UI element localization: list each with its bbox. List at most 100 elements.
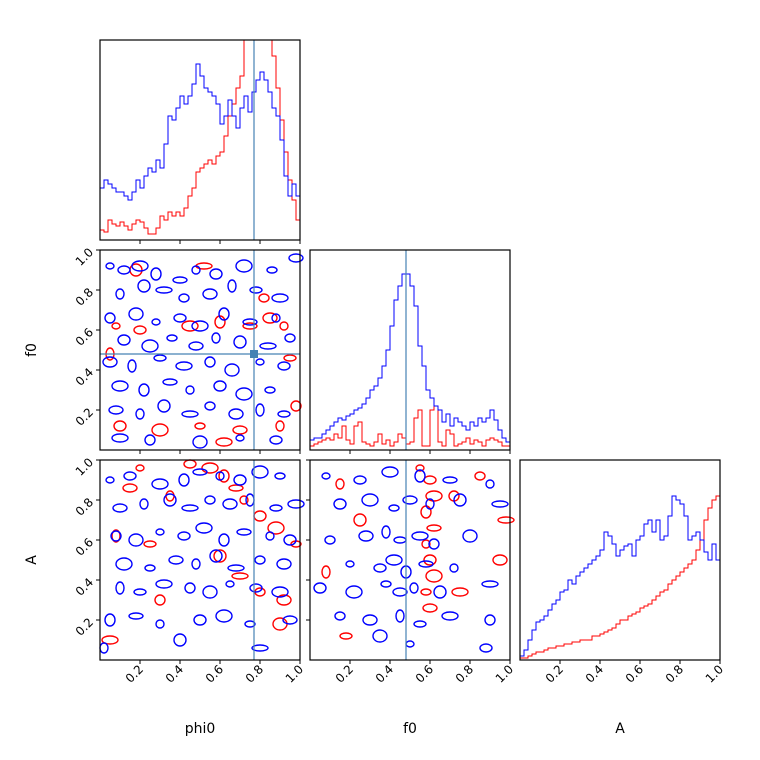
contour-blob [381,466,399,478]
contour-blob [276,594,292,606]
contour-blob [201,462,219,474]
xtick-label: 0.2 [333,662,356,685]
contour-blob [104,312,116,324]
contour-blob [433,585,447,599]
contour-blob [228,408,244,420]
contour-blob [228,484,244,492]
panel-A-vs-f0 [309,459,511,661]
contour-blob [255,403,265,417]
contour-blob [462,529,478,543]
contour-blob [218,307,230,321]
contour-blob [283,534,297,546]
contour-blob [128,307,144,321]
contour-blob [151,423,169,437]
contour-blob [194,422,206,430]
contour-blob [321,472,331,480]
contour-blob [481,580,499,588]
contour-blob [204,401,216,411]
contour-blob [236,528,252,536]
contour-blob [111,322,121,330]
yticks-f0-bot [306,459,310,621]
contour-blob [213,380,227,392]
contour-blob [105,476,115,484]
contour-blob [122,483,138,493]
contour-blob [418,560,434,568]
contour-blob [339,632,353,640]
panel-hist-A [519,459,721,661]
hist-phi0-blue [99,63,301,240]
contour-blob [492,554,508,566]
contour-blob [282,615,298,625]
contour-blob [135,464,145,472]
contour-blob [131,260,149,272]
contour-blob [215,609,233,623]
ylabel-A: A [24,555,40,565]
contour-blob [222,498,238,510]
contours-f0-phi0-blue [102,253,304,449]
contour-blob [425,498,435,510]
contour-blob [425,569,443,583]
contour-blob [409,582,419,594]
contour-blob [479,643,493,653]
contour-blob [192,435,208,449]
xtick-label: 0.8 [663,662,686,685]
contour-blob [362,614,378,626]
ytick-label: 0.6 [73,535,96,558]
contour-blob [287,499,305,509]
contour-blob [235,387,253,401]
contour-blob [209,549,223,563]
xticks-f0-mid [349,450,511,454]
contour-blob [269,504,283,512]
contour-blob [345,585,363,599]
contour-blob [426,524,442,532]
contour-blob [135,408,145,420]
contour-blob [284,333,296,343]
contour-blob [139,498,149,510]
contour-blob [191,320,209,332]
contour-blob [274,472,286,480]
contour-blob [127,359,137,373]
ylabel-f0: f0 [24,343,40,357]
contour-blob [235,259,253,273]
contour-blob [276,558,292,570]
contour-blob [421,539,431,549]
contour-blob [211,332,221,344]
contours-A-f0-red [321,464,515,640]
contour-blob [225,580,235,588]
contour-blob [195,522,213,534]
contour-blob [245,493,255,507]
contour-blob [151,478,169,490]
contour-blob [177,531,191,541]
xlabel-f0: f0 [403,721,417,737]
xtick-label: 0.4 [583,662,606,685]
contour-blob [144,564,156,572]
contour-blob [202,288,218,300]
contour-blob [288,253,304,263]
ytick-label: 0.4 [73,575,96,598]
contour-blob [358,530,374,542]
contour-blob [267,521,285,535]
contour-blob [388,504,400,512]
contour-blob [413,620,427,628]
contour-blob [272,617,288,631]
contour-blob [277,410,291,418]
contour-blob [333,498,347,510]
xtick-label: 0.8 [453,662,476,685]
contour-blob [271,586,289,598]
contour-blob [155,619,165,629]
contour-blob [209,268,223,280]
contour-blob [155,286,173,294]
contour-blob [258,293,270,303]
hist-A-blue [519,495,721,660]
contour-blob [168,555,184,565]
contour-blob [345,560,355,568]
contour-blob [239,495,249,505]
contour-blob [271,313,281,323]
ytick-label: 0.2 [73,405,96,428]
xtick-label: 0.4 [163,662,186,685]
contour-blob [279,321,289,331]
contours-A-f0-blue [313,466,509,653]
contour-blob [138,383,150,397]
contour-blob [193,614,207,626]
xlabel-phi0: phi0 [185,721,216,737]
